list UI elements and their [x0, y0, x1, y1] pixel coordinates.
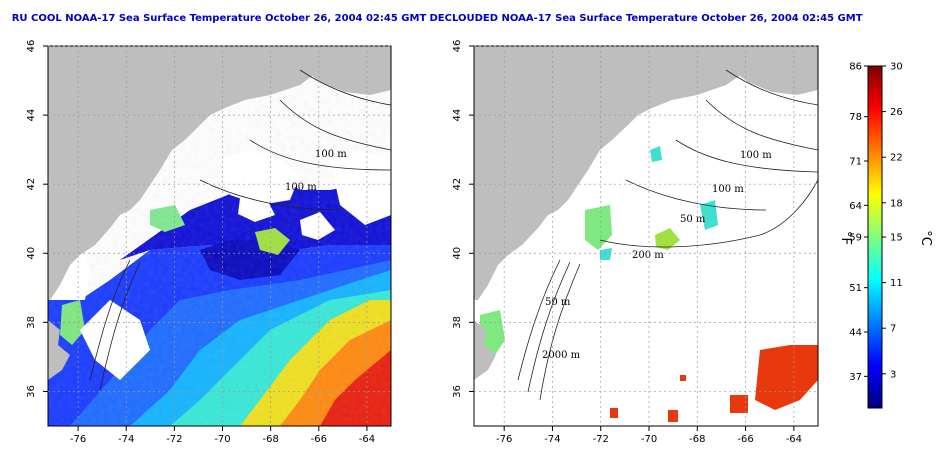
left-lat-tick-label-0: 46	[26, 40, 37, 53]
left-bathymetry-contours	[89, 69, 391, 391]
colorbar-f-tick-label-5: 51	[849, 283, 862, 294]
colorbar-f-tick-label-0: 86	[849, 62, 862, 73]
right-map-panel: 100 m 100 m 50 m 200 m 50 m 2000 m -76 -7…	[452, 40, 819, 445]
colorbar-c-tick-label-5: 11	[890, 278, 903, 289]
left-lon-tick-label-0: -76	[70, 434, 86, 445]
colorbar-ramp	[867, 65, 883, 409]
colorbar-c-tick-label-7: 3	[890, 369, 896, 380]
right-contour-label-1: 100 m	[740, 150, 772, 161]
left-lat-tick-label-2: 42	[26, 178, 37, 191]
colorbar-f-tick-label-4: 59	[849, 233, 862, 244]
right-lon-tick-label-0: -76	[496, 434, 512, 445]
right-contour-label-3: 50 m	[680, 214, 706, 225]
colorbar-celsius-unit: °C	[918, 230, 933, 246]
right-lat-tick-label-4: 38	[452, 316, 463, 329]
colorbar-f-tick-label-7: 37	[849, 372, 862, 383]
right-panel-title: DECLOUDED NOAA-17 Sea Surface Temperatur…	[429, 13, 862, 24]
colorbar-fahrenheit-unit: °F	[838, 231, 853, 245]
right-lon-tick-label-5: -66	[737, 434, 753, 445]
left-graticule	[48, 45, 391, 426]
right-lon-tick-label-6: -64	[786, 434, 802, 445]
left-lon-tick-label-6: -64	[359, 434, 375, 445]
right-lon-tick-label-4: -68	[689, 434, 705, 445]
colorbar-f-tick-label-2: 71	[849, 157, 862, 168]
right-contour-label-4: 200 m	[632, 250, 664, 261]
right-bathymetry-contours	[517, 69, 818, 401]
right-lat-tick-label-3: 40	[452, 247, 463, 260]
colorbar-f-tick-label-3: 64	[849, 201, 862, 212]
left-lon-tick-label-4: -68	[262, 434, 278, 445]
right-graticule	[474, 45, 818, 426]
right-contour-label-5: 50 m	[545, 297, 571, 308]
right-lon-tick-label-3: -70	[641, 434, 657, 445]
left-lat-tick-label-3: 40	[26, 247, 37, 260]
colorbar-c-tick-label-6: 7	[890, 324, 896, 335]
left-contour-label-1: 100 m	[315, 149, 347, 160]
left-axis-ticks: -76 -74 -72 -70 -68 -66 -64 46 44 42 40 38 36	[26, 40, 375, 445]
left-lat-tick-label-4: 38	[26, 316, 37, 329]
colorbar: 86 78 71 64 59 51 44 37 30 26 22 18 15 11 7 3 °F °C	[838, 62, 933, 409]
right-lat-tick-label-1: 44	[452, 109, 463, 122]
colorbar-f-tick-label-6: 44	[849, 328, 862, 339]
right-land	[474, 46, 818, 380]
right-contour-label-6: 2000 m	[542, 350, 581, 361]
colorbar-c-tick-label-3: 18	[890, 198, 903, 209]
right-lat-tick-label-5: 36	[452, 385, 463, 398]
left-lon-tick-label-2: -72	[166, 434, 182, 445]
left-lon-tick-label-1: -74	[118, 434, 134, 445]
left-lon-tick-label-5: -66	[311, 434, 327, 445]
right-lat-tick-label-0: 46	[452, 40, 463, 53]
left-land	[48, 46, 391, 380]
left-contour-label-2: 100 m	[285, 182, 317, 193]
colorbar-c-tick-label-2: 22	[890, 153, 903, 164]
colorbar-celsius-ticks: 30 26 22 18 15 11 7 3	[882, 62, 903, 380]
colorbar-fahrenheit-ticks: 86 78 71 64 59 51 44 37	[849, 62, 868, 383]
colorbar-c-tick-label-4: 15	[890, 233, 903, 244]
left-map-panel: 100 m 100 m -76 -74 -72 -70 -68 -66 -64 46 44 42 4…	[26, 40, 392, 445]
colorbar-f-tick-label-1: 78	[849, 112, 862, 123]
left-panel-title: RU COOL NOAA-17 Sea Surface Temperature …	[12, 13, 427, 24]
right-axis-ticks: -76 -74 -72 -70 -68 -66 -64 46 44 42 40 38 36	[452, 40, 802, 445]
left-lat-tick-label-1: 44	[26, 109, 37, 122]
right-contour-label-2: 100 m	[712, 184, 744, 195]
right-lon-tick-label-2: -72	[593, 434, 609, 445]
left-lat-tick-label-5: 36	[26, 385, 37, 398]
left-cloud-mask	[48, 150, 391, 380]
colorbar-c-tick-label-0: 30	[890, 62, 903, 73]
left-lon-tick-label-3: -70	[214, 434, 230, 445]
right-lon-tick-label-1: -74	[544, 434, 560, 445]
colorbar-c-tick-label-1: 26	[890, 107, 903, 118]
right-lat-tick-label-2: 42	[452, 178, 463, 191]
